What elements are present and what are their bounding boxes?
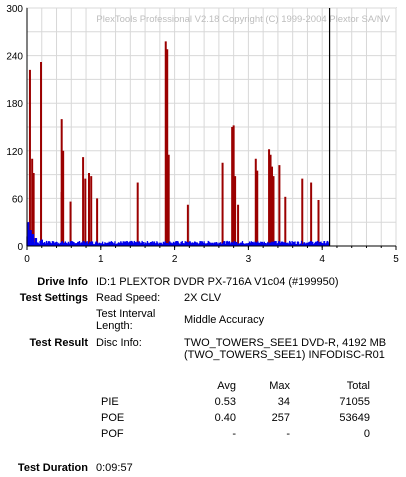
y-tick-label: 0	[17, 242, 23, 253]
col-avg-header: Avg	[217, 380, 236, 392]
stat-avg: 0.40	[214, 412, 236, 424]
watermark: PlexTools Professional V2.18 Copyright (…	[96, 14, 390, 25]
y-tick-label: 180	[6, 99, 23, 110]
stat-total: 0	[363, 428, 370, 440]
stat-total: 71055	[339, 396, 370, 408]
x-tick-label: 1	[98, 254, 104, 265]
x-tick-label: 5	[393, 254, 399, 265]
col-max-header: Max	[269, 380, 290, 392]
test-settings-label: Test Settings	[19, 292, 88, 304]
x-tick-label: 4	[319, 254, 325, 265]
chart: PlexTools Professional V2.18 Copyright (…	[6, 4, 399, 265]
stat-name: PIE	[101, 396, 119, 408]
x-tick-label: 3	[246, 254, 252, 265]
axes: 0 1 2 3 4 5 0 60 120 180 240 300	[6, 4, 399, 265]
drive-info-value: ID:1 PLEXTOR DVDR PX-716A V1c04 (#199950…	[96, 276, 339, 288]
x-tick-label: 0	[24, 254, 30, 265]
chart-marks	[26, 8, 331, 246]
col-total-header: Total	[346, 380, 370, 392]
drive-info-label: Drive Info	[37, 276, 88, 288]
interval-label-line2: Length:	[96, 320, 133, 332]
stat-max: 34	[277, 396, 290, 408]
test-duration-label: Test Duration	[17, 462, 88, 474]
test-duration-value: 0:09:57	[96, 462, 133, 474]
stat-name: POE	[101, 412, 125, 424]
test-result-label: Test Result	[29, 337, 88, 349]
disc-info-line2: (TWO_TOWERS_SEE1) INFODISC-R01	[184, 349, 385, 361]
interval-label-line1: Test Interval	[96, 308, 156, 320]
stat-avg: 0.53	[214, 396, 236, 408]
disc-info-line1: TWO_TOWERS_SEE1 DVD-R, 4192 MB	[184, 337, 387, 349]
stat-avg: -	[232, 428, 236, 440]
y-tick-label: 240	[6, 52, 23, 63]
stat-max: -	[286, 428, 290, 440]
interval-value: Middle Accuracy	[184, 314, 265, 326]
stat-total: 53649	[339, 412, 370, 424]
stat-max: 257	[271, 412, 290, 424]
read-speed-value: 2X CLV	[184, 292, 222, 304]
y-tick-label: 120	[6, 147, 23, 158]
stat-name: POF	[101, 428, 124, 440]
y-tick-label: 300	[6, 4, 23, 15]
disc-info-label: Disc Info:	[96, 337, 142, 349]
read-speed-label: Read Speed:	[96, 292, 161, 304]
y-tick-label: 60	[12, 194, 24, 205]
x-tick-label: 2	[172, 254, 178, 265]
